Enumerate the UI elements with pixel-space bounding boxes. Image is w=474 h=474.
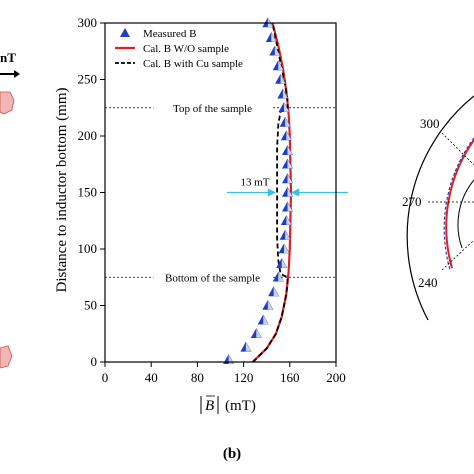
reference-lines: Top of the sample Bottom of the sample	[105, 99, 336, 286]
x-axis-ticks: 0 40 80 120 160 200	[102, 362, 346, 385]
polar-red-arc	[445, 139, 474, 269]
annotation-arrowhead-right	[290, 188, 299, 197]
left-fragment-coil-bottom	[0, 345, 13, 369]
polar-blue-arc	[443, 137, 474, 271]
y-tick-label: 300	[78, 15, 98, 30]
measured-point-highlight	[278, 60, 284, 70]
measured-point-highlight	[287, 202, 293, 212]
measured-point-highlight	[287, 145, 293, 155]
measured-point-highlight	[245, 342, 251, 352]
polar-radial-300	[441, 132, 474, 166]
y-axis-ticks: 0 50 100 150 200 250 300	[78, 15, 105, 369]
y-axis-title: Distance to inductor bottom (mm)	[54, 88, 70, 293]
x-tick-label: 80	[191, 370, 204, 385]
left-fragment-coil-top	[0, 91, 15, 115]
annotation-label: 13 mT	[240, 177, 269, 189]
y-tick-label: 200	[78, 128, 98, 143]
reference-label-bg	[153, 99, 272, 116]
annotation-arrowhead-left	[267, 188, 276, 197]
polar-tick-270: 270	[402, 194, 422, 209]
annotation-13mT: 13 mT	[227, 177, 348, 197]
legend-entry: Cal. B W/O sample	[143, 43, 229, 55]
x-tick-label: 200	[326, 370, 346, 385]
measured-point-highlight	[285, 230, 291, 240]
polar-tick-300: 300	[420, 116, 440, 131]
legend-entry: Measured B	[143, 28, 196, 40]
x-tick-label: 40	[145, 370, 158, 385]
x-tick-label: 160	[280, 370, 300, 385]
polar-outer-arc	[406, 95, 474, 321]
x-axis-title: B (mT)	[200, 395, 256, 414]
measured-point-highlight	[282, 89, 288, 99]
polar-inner-arc	[457, 179, 474, 249]
reference-line-label: Top of the sample	[173, 103, 252, 115]
measured-point-highlight	[286, 131, 292, 140]
legend-entry: Cal. B with Cu sample	[143, 58, 243, 70]
measured-point-highlight	[278, 272, 284, 282]
measured-point-highlight	[274, 46, 280, 56]
measured-point-highlight	[273, 286, 279, 296]
y-tick-label: 250	[78, 72, 98, 87]
measured-point-highlight	[284, 102, 290, 112]
measured-point-highlight	[287, 159, 293, 169]
measured-point-highlight	[267, 300, 273, 310]
measured-point-highlight	[287, 187, 293, 197]
series-line-without-sample	[252, 22, 293, 363]
x-axis-title-unit: (mT)	[225, 398, 256, 414]
left-panel-fragment: nT	[0, 50, 20, 369]
x-axis-title-symbol: B	[205, 398, 214, 414]
measured-point-highlight	[263, 315, 269, 325]
measured-point-highlight	[285, 117, 291, 127]
reference-label-bg	[153, 269, 272, 286]
measured-point-highlight	[271, 32, 277, 42]
measured-point-highlight	[287, 173, 293, 183]
y-tick-label: 50	[84, 298, 97, 313]
y-tick-label: 0	[91, 354, 98, 369]
measured-point-highlight	[256, 328, 262, 338]
series-lines	[252, 22, 293, 363]
measured-point-highlight	[281, 258, 287, 268]
measured-point-highlight	[286, 215, 292, 225]
polar-radial-240	[441, 239, 474, 271]
y-tick-label: 100	[78, 241, 98, 256]
measured-point-highlight	[280, 74, 286, 84]
panel-label: (b)	[223, 446, 241, 462]
legend-marker-measured	[120, 28, 130, 37]
reference-line-label: Bottom of the sample	[165, 272, 260, 284]
x-tick-label: 0	[102, 370, 109, 385]
measured-point-highlight	[284, 244, 290, 253]
x-tick-label: 120	[234, 370, 254, 385]
polar-tick-240: 240	[418, 275, 438, 290]
series-line-with-cu-sample	[252, 22, 289, 363]
left-fragment-arrowhead	[14, 70, 20, 78]
plot-area: Top of the sample Bottom of the sample 13…	[78, 15, 348, 385]
y-tick-label: 150	[78, 185, 98, 200]
legend: Measured B Cal. B W/O sample Cal. B with C…	[115, 28, 243, 70]
right-panel-fragment: 300 270 240	[402, 95, 474, 321]
left-fragment-label: nT	[0, 50, 16, 65]
